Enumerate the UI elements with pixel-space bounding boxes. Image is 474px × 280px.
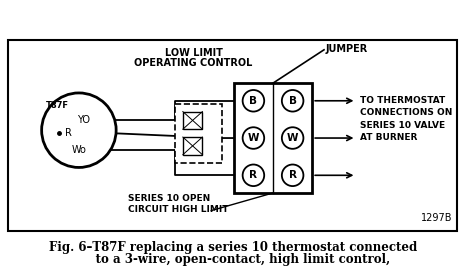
Circle shape <box>243 127 264 149</box>
Text: CIRCUIT HIGH LIMIT: CIRCUIT HIGH LIMIT <box>128 205 228 214</box>
Text: B: B <box>289 96 297 106</box>
Text: JUMPER: JUMPER <box>326 44 368 54</box>
Circle shape <box>282 90 303 111</box>
Bar <box>183 137 202 155</box>
Circle shape <box>243 165 264 186</box>
Text: YO: YO <box>77 115 90 125</box>
Bar <box>8 40 457 231</box>
Circle shape <box>282 127 303 149</box>
Text: LOW LIMIT: LOW LIMIT <box>164 48 223 58</box>
Text: W: W <box>248 133 259 143</box>
Text: to a 3-wire, open-contact, high limit control,: to a 3-wire, open-contact, high limit co… <box>75 253 391 266</box>
Text: TO THERMOSTAT
CONNECTIONS ON
SERIES 10 VALVE
AT BURNER: TO THERMOSTAT CONNECTIONS ON SERIES 10 V… <box>360 96 453 142</box>
Text: W: W <box>287 133 299 143</box>
Text: R: R <box>249 170 257 180</box>
Bar <box>175 104 222 163</box>
Text: R: R <box>289 170 297 180</box>
Circle shape <box>243 90 264 111</box>
Text: B: B <box>249 96 257 106</box>
Text: R: R <box>65 128 72 138</box>
Text: 1297B: 1297B <box>421 213 453 223</box>
Text: SERIES 10 OPEN: SERIES 10 OPEN <box>128 194 210 203</box>
Text: Fig. 6–T87F replacing a series 10 thermostat connected: Fig. 6–T87F replacing a series 10 thermo… <box>49 241 417 254</box>
Bar <box>183 111 202 129</box>
Text: T87F: T87F <box>46 101 69 110</box>
Circle shape <box>42 93 116 167</box>
Text: Wo: Wo <box>72 145 86 155</box>
Circle shape <box>282 165 303 186</box>
Text: OPERATING CONTROL: OPERATING CONTROL <box>135 58 253 68</box>
Bar <box>234 83 312 193</box>
